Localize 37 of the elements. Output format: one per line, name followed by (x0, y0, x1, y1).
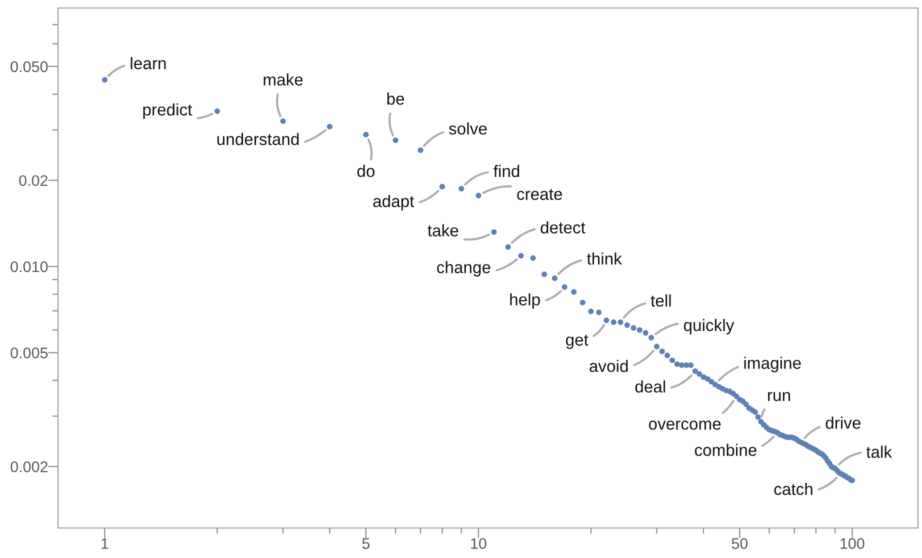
annotation: find (494, 164, 520, 178)
x-tick-label: 1 (102, 538, 108, 549)
annotation: deal (635, 380, 666, 393)
annotation: detect (540, 221, 586, 234)
annotation: make (264, 73, 303, 86)
y-tick-label: 0.02 (19, 175, 48, 186)
annotation: take (428, 224, 458, 236)
annotation: adapt (373, 194, 414, 210)
annotation: create (517, 189, 562, 200)
annotation: catch (774, 482, 812, 496)
annotation: learn (130, 57, 166, 70)
annotation: change (437, 261, 490, 277)
annotation: get (566, 334, 588, 349)
y-tick-label: 0.050 (10, 61, 48, 72)
x-tick-label: 50 (732, 538, 748, 549)
annotation: quickly (684, 318, 734, 334)
y-tick-label: 0.010 (10, 261, 48, 272)
annotation: help (510, 293, 540, 309)
annotation: tell (650, 294, 671, 307)
annotation: imagine (744, 356, 801, 372)
annotation: overcome (648, 420, 721, 430)
annotation: be (387, 92, 404, 105)
annotation: combine (694, 444, 756, 456)
annotation: talk (866, 446, 892, 458)
annotation: drive (826, 416, 860, 429)
y-tick-label: 0.002 (10, 461, 48, 472)
annotation: understand (217, 132, 299, 146)
annotation: do (357, 164, 375, 178)
x-tick-label: 100 (840, 538, 864, 549)
annotation: run (768, 392, 790, 402)
annotation: think (586, 252, 622, 265)
annotation: solve (449, 122, 487, 135)
x-tick-label: 5 (362, 538, 370, 549)
x-tick-label: 10 (471, 538, 486, 549)
annotation: predict (143, 103, 192, 119)
y-tick-label: 0.005 (10, 348, 48, 358)
annotation: avoid (590, 360, 628, 372)
